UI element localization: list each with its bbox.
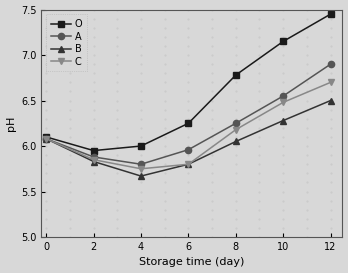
O — [44, 135, 48, 139]
B — [234, 140, 238, 143]
A — [139, 163, 143, 166]
B — [92, 160, 96, 163]
B — [44, 137, 48, 140]
B — [186, 163, 190, 166]
C — [281, 101, 285, 104]
Line: A: A — [43, 61, 334, 167]
C — [186, 163, 190, 166]
B — [281, 119, 285, 122]
B — [329, 99, 333, 102]
O — [92, 149, 96, 152]
O — [329, 13, 333, 16]
C — [92, 158, 96, 161]
A — [44, 137, 48, 140]
O — [186, 122, 190, 125]
X-axis label: Storage time (day): Storage time (day) — [139, 257, 245, 268]
Line: O: O — [43, 11, 334, 154]
Y-axis label: pH: pH — [6, 115, 16, 131]
Line: B: B — [43, 97, 334, 179]
A — [186, 148, 190, 151]
A — [234, 122, 238, 125]
Line: C: C — [43, 79, 334, 172]
A — [92, 155, 96, 159]
B — [139, 174, 143, 178]
C — [44, 137, 48, 140]
O — [281, 40, 285, 43]
O — [139, 144, 143, 148]
O — [234, 73, 238, 77]
A — [281, 94, 285, 98]
C — [234, 128, 238, 131]
A — [329, 63, 333, 66]
Legend: O, A, B, C: O, A, B, C — [46, 14, 87, 72]
C — [139, 167, 143, 170]
C — [329, 81, 333, 84]
